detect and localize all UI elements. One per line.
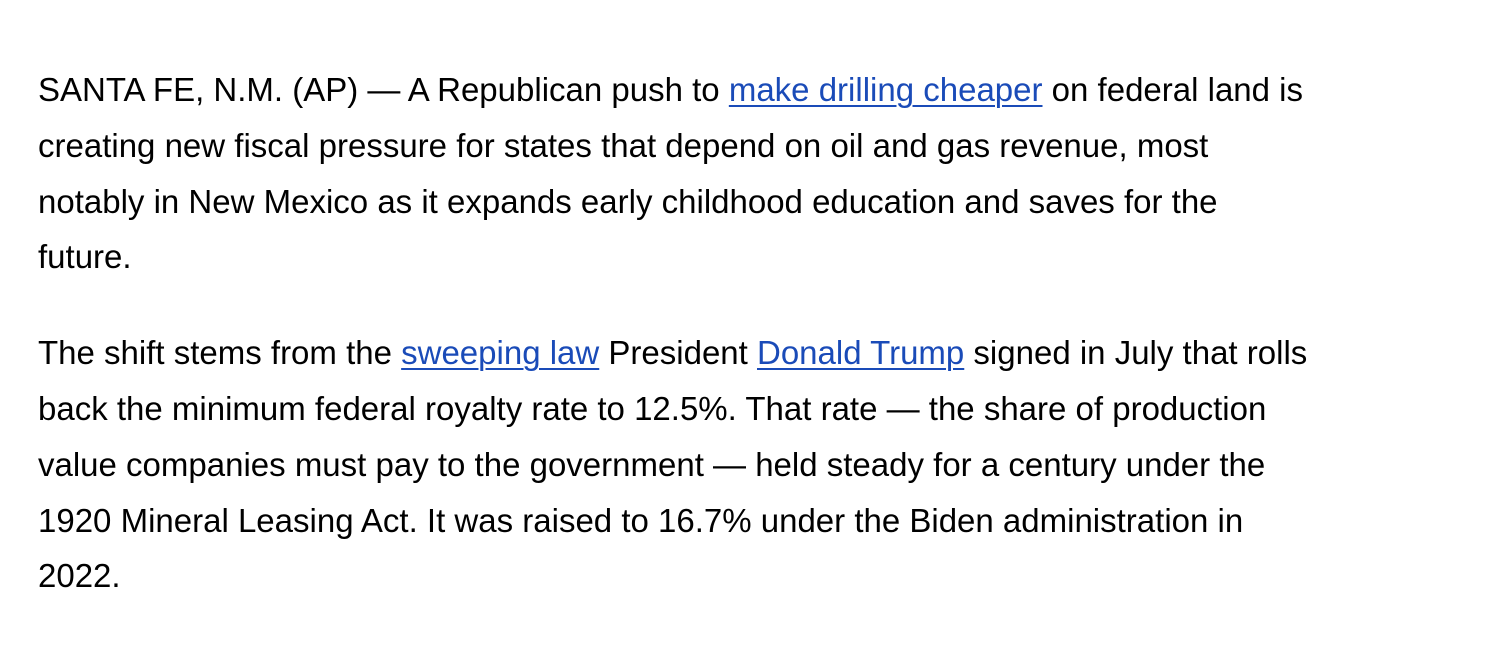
- donald-trump-link[interactable]: Donald Trump: [757, 334, 965, 372]
- paragraph-line: SANTA FE, N.M. (AP) — A Republican push …: [38, 62, 1488, 118]
- paragraph-line: creating new fiscal pressure for states …: [38, 126, 1209, 164]
- paragraph-text: SANTA FE, N.M. (AP) — A Republican push …: [38, 71, 729, 108]
- paragraph-line: value companies must pay to the governme…: [38, 445, 1266, 483]
- article-body: SANTA FE, N.M. (AP) — A Republican push …: [38, 62, 1488, 604]
- paragraph-line: back the minimum federal royalty rate to…: [38, 389, 1267, 427]
- paragraph-text: signed in July that rolls: [964, 334, 1308, 372]
- make-drilling-cheaper-link[interactable]: make drilling cheaper: [728, 71, 1043, 108]
- paragraph-line: 2022.: [38, 557, 121, 595]
- sweeping-law-link[interactable]: sweeping law: [401, 334, 600, 372]
- article-paragraph-1: SANTA FE, N.M. (AP) — A Republican push …: [38, 62, 1488, 285]
- paragraph-line: future.: [38, 238, 132, 276]
- paragraph-text: on federal land is: [1042, 71, 1304, 108]
- paragraph-line: 1920 Mineral Leasing Act. It was raised …: [38, 501, 1244, 539]
- article-paragraph-2: The shift stems from the sweeping law Pr…: [38, 325, 1488, 604]
- paragraph-line: The shift stems from the sweeping law Pr…: [38, 325, 1488, 381]
- paragraph-text: President: [599, 334, 757, 372]
- paragraph-line: notably in New Mexico as it expands earl…: [38, 182, 1218, 220]
- paragraph-text: The shift stems from the: [38, 334, 402, 372]
